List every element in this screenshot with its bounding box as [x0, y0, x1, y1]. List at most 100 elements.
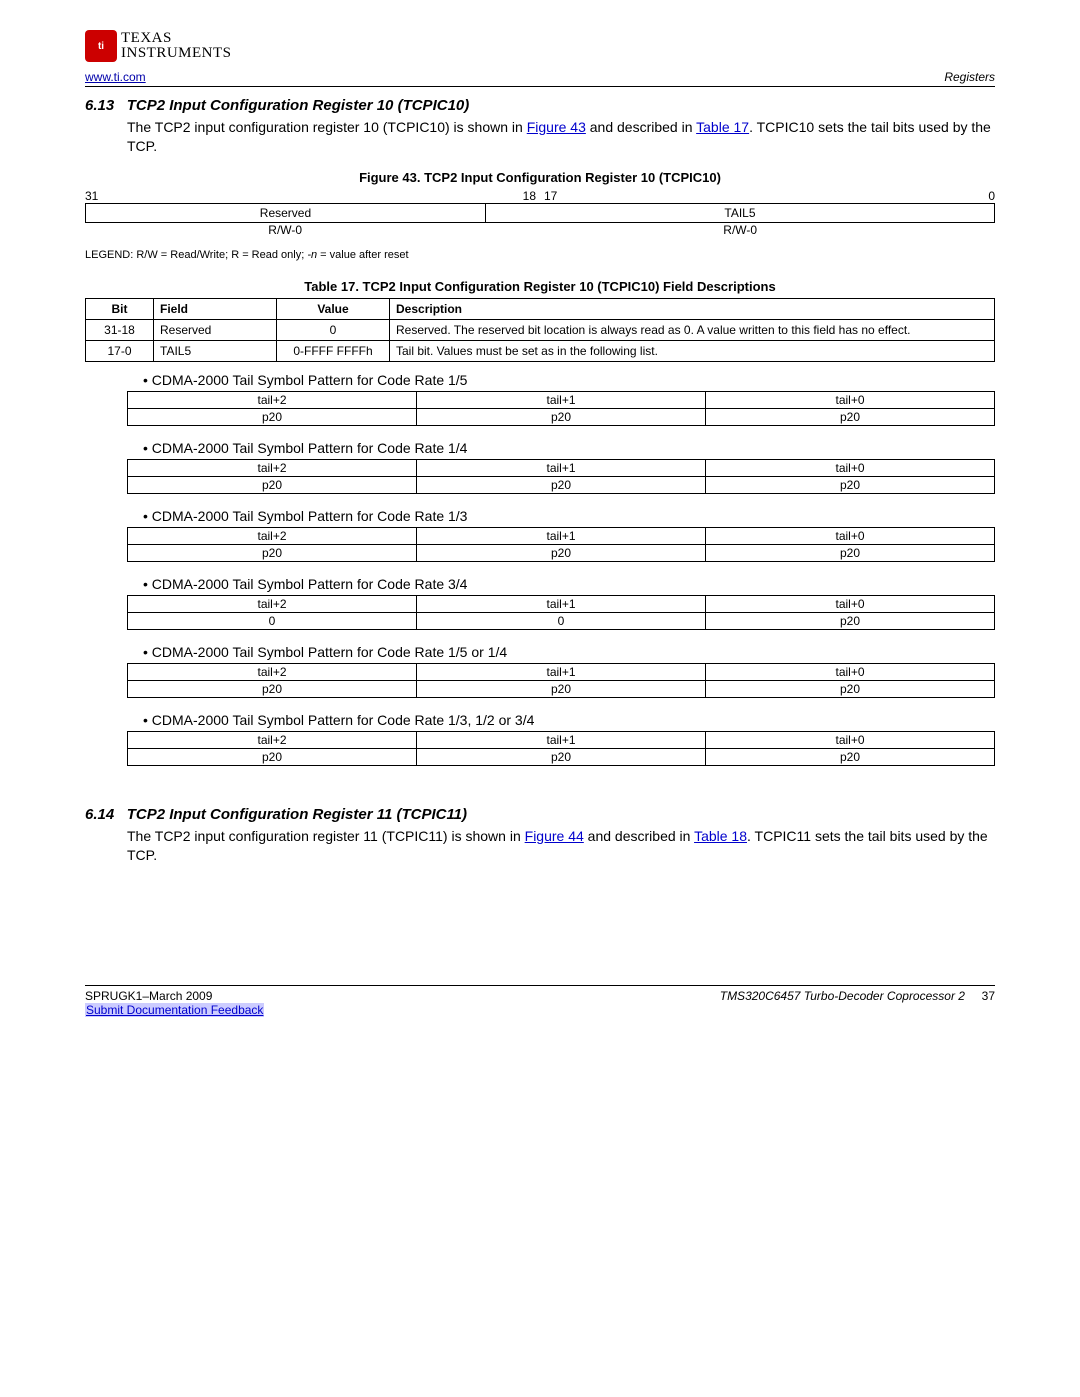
table-18-link[interactable]: Table 18: [694, 828, 747, 844]
pattern-value-cell: p20: [128, 680, 417, 697]
cell-bit: 31-18: [86, 319, 154, 340]
pattern-table: tail+2tail+1tail+000p20: [127, 595, 995, 630]
section-6-13-body: The TCP2 input configuration register 10…: [127, 118, 995, 156]
section-6-13-heading: 6.13 TCP2 Input Configuration Register 1…: [85, 97, 995, 114]
body-text-a: The TCP2 input configuration register 10…: [127, 119, 527, 135]
body-text-b: and described in: [584, 828, 694, 844]
logo-mark-icon: ti: [85, 30, 117, 62]
pattern-title: CDMA-2000 Tail Symbol Pattern for Code R…: [143, 440, 995, 456]
pattern-title: CDMA-2000 Tail Symbol Pattern for Code R…: [143, 508, 995, 524]
logo-text: TEXAS INSTRUMENTS: [121, 31, 232, 61]
legend-b: -n: [307, 249, 317, 261]
body-text-a: The TCP2 input configuration register 11…: [127, 828, 525, 844]
pattern-header-cell: tail+1: [417, 663, 706, 680]
rw-row: R/W-0 R/W-0: [85, 223, 995, 237]
pattern-value-cell: p20: [417, 680, 706, 697]
pattern-table: tail+2tail+1tail+0p20p20p20: [127, 663, 995, 698]
cell-bit: 17-0: [86, 340, 154, 361]
pattern-header-cell: tail+0: [706, 391, 995, 408]
col-bit: Bit: [86, 298, 154, 319]
cell-value: 0-FFFF FFFFh: [277, 340, 390, 361]
logo-line2: INSTRUMENTS: [121, 46, 232, 61]
pattern-value-cell: 0: [417, 612, 706, 629]
bit-18: 18: [311, 189, 541, 203]
logo: ti TEXAS INSTRUMENTS: [85, 30, 995, 62]
pattern-title: CDMA-2000 Tail Symbol Pattern for Code R…: [143, 372, 995, 388]
table-17-link[interactable]: Table 17: [696, 119, 749, 135]
field-tail5: TAIL5: [485, 203, 994, 222]
pattern-value-cell: 0: [128, 612, 417, 629]
pattern-header-cell: tail+0: [706, 459, 995, 476]
page-number: 37: [982, 989, 995, 1003]
pattern-header-cell: tail+1: [417, 595, 706, 612]
section-num: 6.14: [85, 806, 114, 823]
feedback-link[interactable]: Submit Documentation Feedback: [85, 1003, 264, 1017]
section-name: Registers: [944, 70, 995, 84]
rw-reserved: R/W-0: [85, 223, 485, 237]
header-bar: www.ti.com Registers: [85, 70, 995, 87]
col-desc: Description: [390, 298, 995, 319]
pattern-header-cell: tail+1: [417, 391, 706, 408]
figure-43-link[interactable]: Figure 43: [527, 119, 586, 135]
pattern-header-cell: tail+0: [706, 663, 995, 680]
pattern-header-cell: tail+0: [706, 595, 995, 612]
pattern-title: CDMA-2000 Tail Symbol Pattern for Code R…: [143, 644, 995, 660]
pattern-value-cell: p20: [128, 544, 417, 561]
doc-title: TMS320C6457 Turbo-Decoder Coprocessor 2: [720, 989, 965, 1003]
pattern-value-cell: p20: [128, 476, 417, 493]
section-6-14-body: The TCP2 input configuration register 11…: [127, 827, 995, 865]
bit-0: 0: [770, 189, 996, 203]
col-field: Field: [154, 298, 277, 319]
pattern-value-cell: p20: [417, 476, 706, 493]
footer-left: SPRUGK1–March 2009 Submit Documentation …: [85, 989, 264, 1017]
pattern-header-cell: tail+2: [128, 731, 417, 748]
page-footer: SPRUGK1–March 2009 Submit Documentation …: [85, 985, 995, 1017]
pattern-header-cell: tail+0: [706, 527, 995, 544]
pattern-table: tail+2tail+1tail+0p20p20p20: [127, 391, 995, 426]
pattern-header-cell: tail+2: [128, 595, 417, 612]
pattern-value-cell: p20: [417, 408, 706, 425]
col-value: Value: [277, 298, 390, 319]
rw-tail5: R/W-0: [485, 223, 995, 237]
legend-a: LEGEND: R/W = Read/Write; R = Read only;: [85, 249, 307, 261]
field-description-table: Bit Field Value Description 31-18 Reserv…: [85, 298, 995, 362]
figure-43-caption: Figure 43. TCP2 Input Configuration Regi…: [85, 170, 995, 185]
pattern-header-cell: tail+2: [128, 391, 417, 408]
pattern-value-cell: p20: [706, 612, 995, 629]
pattern-value-cell: p20: [417, 544, 706, 561]
site-url-link[interactable]: www.ti.com: [85, 70, 146, 84]
pattern-value-cell: p20: [128, 408, 417, 425]
pattern-value-cell: p20: [706, 408, 995, 425]
doc-id: SPRUGK1–March 2009: [85, 989, 212, 1003]
table-row: 17-0 TAIL5 0-FFFF FFFFh Tail bit. Values…: [86, 340, 995, 361]
pattern-header-cell: tail+0: [706, 731, 995, 748]
pattern-value-cell: p20: [706, 680, 995, 697]
cell-field: Reserved: [154, 319, 277, 340]
section-num: 6.13: [85, 97, 114, 114]
pattern-table: tail+2tail+1tail+0p20p20p20: [127, 527, 995, 562]
pattern-value-cell: p20: [417, 748, 706, 765]
pattern-value-cell: p20: [706, 476, 995, 493]
body-text-b: and described in: [586, 119, 696, 135]
pattern-value-cell: p20: [706, 544, 995, 561]
bit-31: 31: [85, 189, 311, 203]
table-row: 31-18 Reserved 0 Reserved. The reserved …: [86, 319, 995, 340]
cell-value: 0: [277, 319, 390, 340]
section-6-14-heading: 6.14 TCP2 Input Configuration Register 1…: [85, 806, 995, 823]
figure-44-link[interactable]: Figure 44: [525, 828, 584, 844]
pattern-header-cell: tail+1: [417, 459, 706, 476]
legend-c: = value after reset: [317, 249, 408, 261]
bit-numbers: 31 18 17 0: [85, 189, 995, 203]
pattern-table: tail+2tail+1tail+0p20p20p20: [127, 731, 995, 766]
pattern-title: CDMA-2000 Tail Symbol Pattern for Code R…: [143, 712, 995, 728]
pattern-value-cell: p20: [706, 748, 995, 765]
pattern-header-cell: tail+2: [128, 527, 417, 544]
bit-17: 17: [540, 189, 770, 203]
cell-field: TAIL5: [154, 340, 277, 361]
register-layout-table: Reserved TAIL5: [85, 203, 995, 223]
section-title: TCP2 Input Configuration Register 10 (TC…: [127, 97, 470, 114]
section-title: TCP2 Input Configuration Register 11 (TC…: [127, 806, 467, 823]
footer-right: TMS320C6457 Turbo-Decoder Coprocessor 2 …: [720, 989, 995, 1017]
field-reserved: Reserved: [86, 203, 486, 222]
legend: LEGEND: R/W = Read/Write; R = Read only;…: [85, 249, 995, 261]
